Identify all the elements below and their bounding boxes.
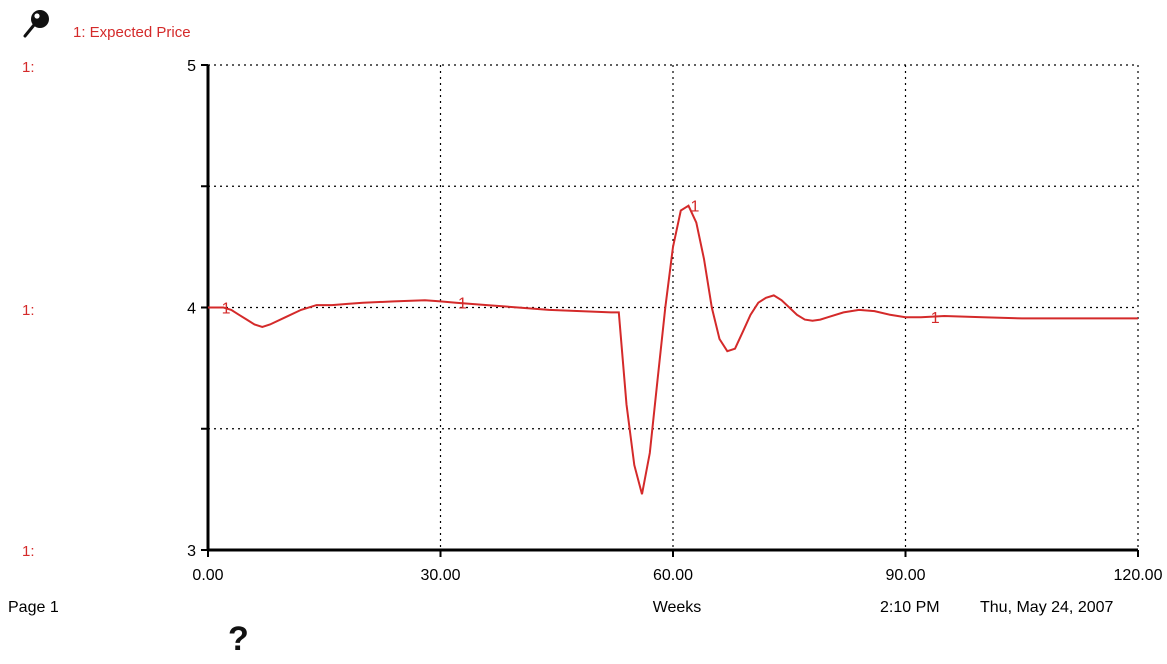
series-line-0 xyxy=(208,204,1138,495)
axes xyxy=(201,64,1139,557)
series-expected-price: 1 1 1 1 xyxy=(208,199,1138,495)
x-tick-label-1: 30.00 xyxy=(420,567,460,584)
series-marker-label-3: 1 xyxy=(931,310,940,327)
help-button-label: ? xyxy=(228,620,249,658)
y-axis-prefix-mid: 1: xyxy=(22,302,35,319)
series-marker-label-1: 1 xyxy=(458,296,467,313)
question-icon[interactable]: ? xyxy=(228,622,249,656)
series-marker-label-0: 1 xyxy=(222,301,231,318)
x-axis-label: Weeks xyxy=(653,599,702,616)
series-title: 1: Expected Price xyxy=(73,24,191,41)
tick-labels: 3 4 5 0.00 30.00 60.00 90.00 120.00 xyxy=(187,58,1162,584)
series-marker-label-2: 1 xyxy=(691,199,700,216)
page-label: Page 1 xyxy=(8,599,59,616)
y-tick-label-0: 3 xyxy=(187,543,196,560)
x-tick-label-0: 0.00 xyxy=(192,567,223,584)
y-tick-label-2: 4 xyxy=(187,301,196,318)
timestamp-time: 2:10 PM xyxy=(880,599,940,616)
timestamp-date: Thu, May 24, 2007 xyxy=(980,599,1114,616)
x-tick-label-2: 60.00 xyxy=(653,567,693,584)
pushpin-icon[interactable] xyxy=(23,10,49,38)
grid-lines xyxy=(208,64,1139,550)
x-tick-label-4: 120.00 xyxy=(1114,567,1163,584)
y-axis-prefix-top: 1: xyxy=(22,59,35,76)
y-tick-label-4: 5 xyxy=(187,58,196,75)
x-tick-label-3: 90.00 xyxy=(885,567,925,584)
y-axis-prefix-bottom: 1: xyxy=(22,543,35,560)
